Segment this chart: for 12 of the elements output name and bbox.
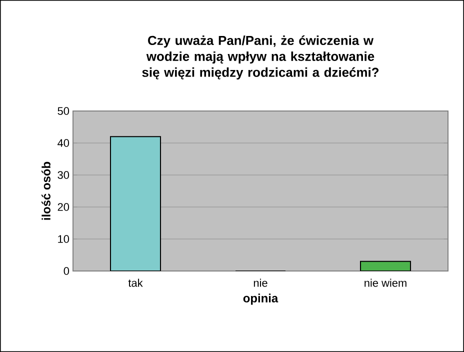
x-axis-title: opinia [243, 294, 278, 305]
y-tick-label: 30 [58, 171, 70, 179]
x-tick-label: nie [254, 278, 268, 287]
y-tick-label: 40 [58, 139, 70, 147]
y-tick-label: 10 [58, 235, 70, 243]
x-tick-label: nie wiem [364, 278, 406, 287]
x-tick-label: tak [128, 278, 143, 287]
y-tick-label: 0 [64, 267, 70, 275]
chart-title: Czy uważa Pan/Pani, że ćwiczenia w wodzie mają wpływ na kształtowanie się więzi między rodzicami a dziećmi? [142, 35, 379, 80]
y-axis-title: ilość osób [42, 162, 50, 220]
y-tick-label: 20 [58, 203, 70, 211]
y-tick-label: 50 [58, 107, 70, 115]
